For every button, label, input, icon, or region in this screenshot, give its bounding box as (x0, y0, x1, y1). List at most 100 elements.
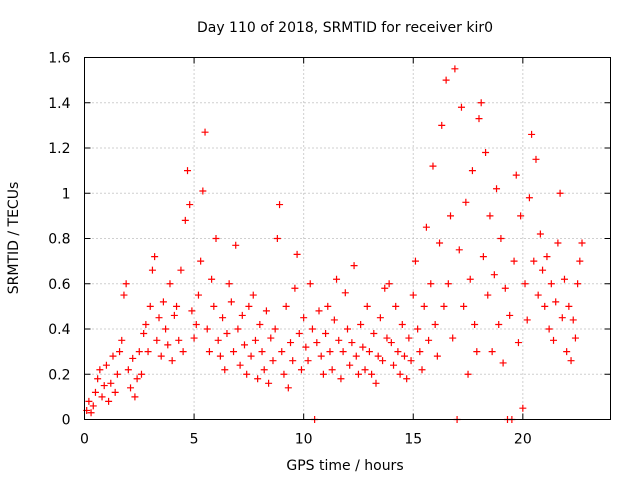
data-point (256, 320, 264, 328)
data-point (100, 382, 108, 390)
data-point (447, 212, 455, 220)
data-point (291, 284, 299, 292)
data-point (567, 357, 575, 365)
data-point (422, 223, 430, 231)
data-point (245, 302, 253, 310)
data-point (405, 334, 413, 342)
data-points (83, 65, 586, 423)
data-point (552, 298, 560, 306)
data-point (322, 330, 330, 338)
data-point (571, 334, 579, 342)
data-point (528, 130, 536, 138)
data-point (354, 370, 362, 378)
data-point (350, 262, 358, 270)
data-point (96, 366, 104, 374)
data-point (390, 361, 398, 369)
data-point (162, 325, 170, 333)
data-point (536, 230, 544, 238)
data-point (190, 334, 198, 342)
data-point (102, 361, 110, 369)
data-point (420, 302, 428, 310)
y-axis-label: SRMTID / TECUs (6, 182, 22, 295)
data-point (569, 316, 577, 324)
data-point (297, 366, 305, 374)
data-point (444, 280, 452, 288)
data-point (284, 384, 292, 392)
data-point (223, 330, 231, 338)
data-point (265, 379, 273, 387)
data-point (271, 325, 279, 333)
data-point (468, 167, 476, 175)
data-point (159, 298, 167, 306)
data-point (539, 266, 547, 274)
data-point (315, 307, 323, 315)
data-point (379, 357, 387, 365)
data-point (425, 336, 433, 344)
data-point (433, 352, 441, 360)
data-point (479, 253, 487, 261)
chart-title: Day 110 of 2018, SRMTID for receiver kir… (197, 20, 493, 36)
data-point (361, 366, 369, 374)
data-point (192, 320, 200, 328)
data-point (184, 167, 192, 175)
data-point (98, 393, 106, 401)
data-point (333, 275, 341, 283)
data-point (523, 316, 531, 324)
y-tick-label: 1.4 (48, 96, 70, 112)
y-tick-label: 0.8 (48, 232, 70, 248)
data-point (475, 115, 483, 123)
data-point (409, 291, 417, 299)
data-point (276, 201, 284, 209)
data-point (287, 339, 295, 347)
data-point (348, 339, 356, 347)
data-point (302, 343, 310, 351)
data-point (341, 289, 349, 297)
data-point (251, 336, 259, 344)
data-point (188, 307, 196, 315)
data-point (488, 348, 496, 356)
data-point (407, 357, 415, 365)
data-point (532, 155, 540, 163)
data-point (440, 302, 448, 310)
data-point (449, 334, 457, 342)
data-point (414, 325, 422, 333)
y-tick-label: 1.2 (48, 141, 70, 157)
data-point (324, 302, 332, 310)
axis-ticks (84, 57, 611, 420)
data-point (517, 212, 525, 220)
data-point (519, 404, 527, 412)
data-point (471, 320, 479, 328)
y-tick-labels: 0 0.2 0.4 0.6 0.8 1 1.2 1.4 1.6 (48, 51, 70, 429)
data-point (107, 379, 115, 387)
data-point (116, 348, 124, 356)
data-point (293, 250, 301, 258)
data-point (210, 302, 218, 310)
data-point (370, 330, 378, 338)
data-point (168, 357, 176, 365)
data-point (442, 76, 450, 84)
data-point (137, 370, 145, 378)
data-point (574, 280, 582, 288)
data-point (144, 348, 152, 356)
y-tick-label: 1.6 (48, 51, 70, 67)
data-point (550, 336, 558, 344)
data-point (451, 65, 459, 73)
data-point (495, 320, 503, 328)
data-point (477, 99, 485, 107)
data-point (473, 348, 481, 356)
data-point (400, 352, 408, 360)
data-point (122, 280, 130, 288)
data-point (427, 280, 435, 288)
data-point (387, 339, 395, 347)
data-point (547, 280, 555, 288)
data-point (565, 302, 573, 310)
data-point (497, 235, 505, 242)
data-point (398, 320, 406, 328)
data-point (418, 366, 426, 374)
data-point (431, 320, 439, 328)
data-point (133, 375, 141, 383)
data-point (525, 194, 533, 202)
data-point (153, 336, 161, 344)
x-axis-label: GPS time / hours (286, 458, 403, 474)
